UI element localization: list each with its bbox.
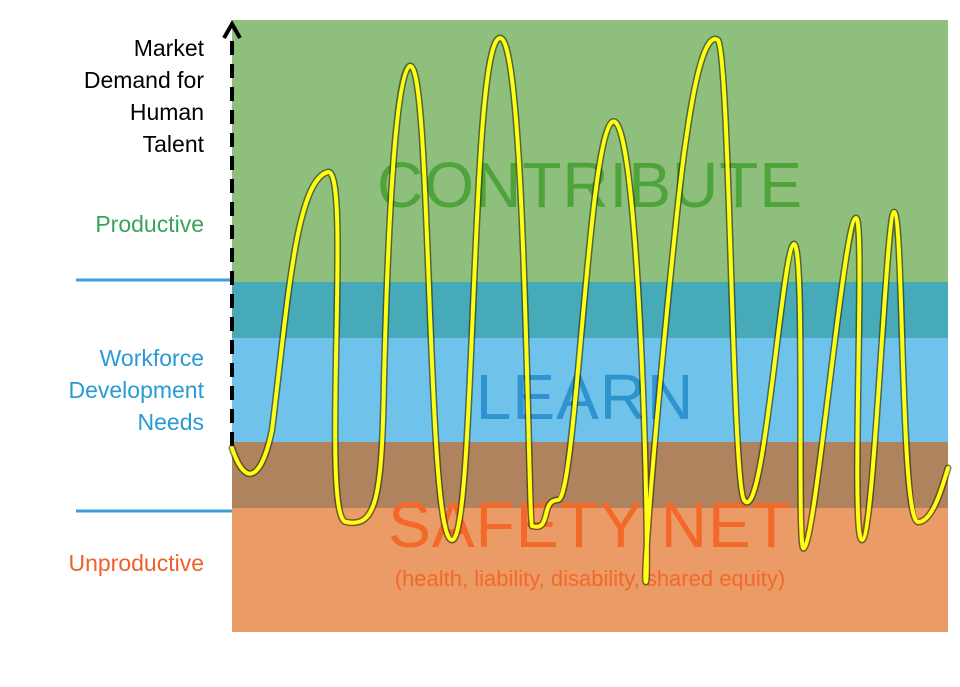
axis-title: Market Demand for Human Talent [20,32,204,160]
demand-wave [230,35,950,585]
workforce-label-line: Development [68,377,204,403]
axis-arrowhead-icon [222,19,242,39]
learn-safety-overlap [232,442,948,508]
contribute-learn-overlap [232,282,948,338]
workforce-label: Workforce Development Needs [20,342,204,438]
unproductive-label: Unproductive [68,550,204,576]
axis-title-line: Market [133,35,204,61]
workforce-label-line: Needs [137,409,204,435]
axis-title-line: Demand for [83,67,204,93]
axis-title-line: Talent [142,131,204,157]
productive-label: Productive [95,211,204,237]
axis-title-line: Human [129,99,204,125]
safety-net-sublabel: (health, liability, disability, shared e… [394,566,786,591]
safety-net-zone [232,508,948,632]
workforce-label-line: Workforce [99,345,204,371]
